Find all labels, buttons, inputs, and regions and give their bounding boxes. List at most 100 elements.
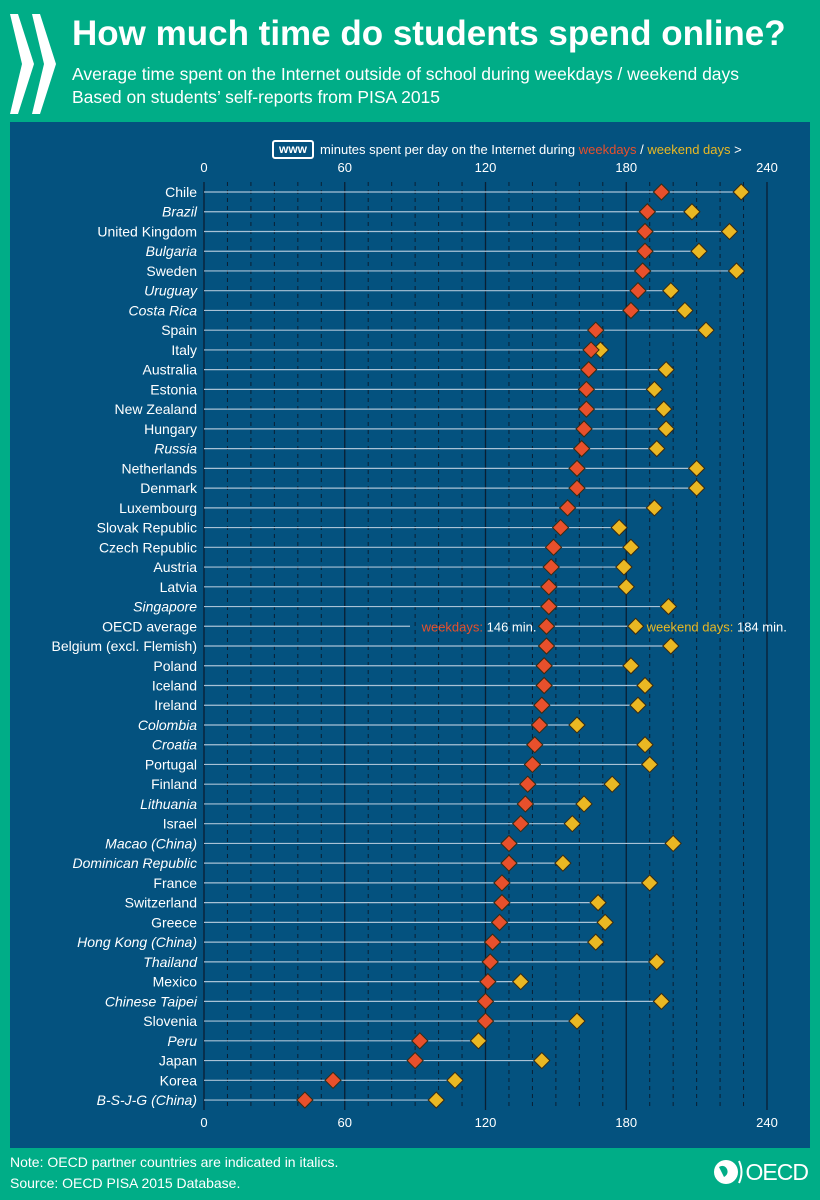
weekend-marker bbox=[596, 913, 614, 932]
weekend-marker bbox=[655, 400, 673, 418]
weekend-marker bbox=[690, 242, 708, 260]
x-tick-label-bottom: 60 bbox=[338, 1115, 352, 1130]
weekdays-marker bbox=[523, 755, 542, 774]
country-label: Japan bbox=[159, 1053, 197, 1069]
weekdays-marker bbox=[535, 657, 553, 675]
country-label: Poland bbox=[153, 658, 197, 674]
country-label: Denmark bbox=[140, 480, 198, 496]
country-label: Croatia bbox=[152, 737, 197, 753]
country-label: Israel bbox=[163, 816, 197, 832]
weekdays-marker bbox=[582, 341, 600, 359]
subtitle-source: Based on students’ self-reports from PIS… bbox=[72, 87, 441, 107]
weekend-marker bbox=[652, 992, 671, 1011]
weekend-marker bbox=[732, 183, 750, 201]
country-label: Ireland bbox=[154, 697, 197, 713]
weekdays-marker bbox=[296, 1091, 314, 1109]
country-label: Slovak Republic bbox=[97, 520, 197, 536]
weekend-marker bbox=[533, 1051, 551, 1070]
weekend-marker bbox=[645, 499, 664, 517]
country-label: Sweden bbox=[146, 263, 197, 279]
weekdays-marker bbox=[535, 676, 553, 695]
weekend-marker bbox=[622, 538, 640, 557]
weekend-marker bbox=[629, 696, 647, 714]
oecd-logo-text: OECD bbox=[745, 1158, 809, 1185]
weekend-marker bbox=[683, 203, 701, 221]
weekdays-marker bbox=[577, 380, 596, 399]
legend-sep: / bbox=[636, 142, 648, 157]
country-label: Latvia bbox=[160, 579, 198, 595]
weekdays-marker bbox=[540, 597, 558, 616]
weekend-marker bbox=[659, 597, 678, 616]
legend-text: minutes spent per day on the Internet du… bbox=[320, 142, 576, 157]
weekend-marker bbox=[662, 281, 680, 300]
weekend-marker bbox=[657, 360, 675, 379]
country-label: Spain bbox=[161, 322, 197, 338]
country-label: Switzerland bbox=[125, 895, 197, 911]
country-label: Italy bbox=[171, 342, 197, 358]
average-weekdays-label: weekdays: 146 min. bbox=[421, 619, 537, 634]
weekdays-marker bbox=[633, 262, 652, 280]
weekdays-marker bbox=[544, 538, 563, 557]
weekdays-marker bbox=[476, 1012, 495, 1030]
country-label: Luxembourg bbox=[119, 500, 197, 516]
page-title: How much time do students spend online? bbox=[72, 14, 786, 53]
weekdays-marker bbox=[577, 400, 596, 418]
country-label: New Zealand bbox=[115, 401, 198, 417]
country-label: Hong Kong (China) bbox=[77, 934, 197, 950]
country-label: Belgium (excl. Flemish) bbox=[52, 638, 197, 654]
weekdays-marker bbox=[540, 578, 558, 596]
x-tick-label-top: 0 bbox=[200, 160, 207, 175]
weekdays-marker bbox=[636, 222, 654, 241]
weekend-marker bbox=[589, 893, 607, 912]
country-label: Costa Rica bbox=[129, 302, 198, 318]
weekdays-marker bbox=[580, 360, 598, 379]
weekdays-marker bbox=[629, 281, 647, 300]
weekdays-marker bbox=[530, 716, 549, 734]
country-label: Peru bbox=[167, 1033, 197, 1049]
weekend-marker bbox=[720, 222, 739, 241]
weekend-marker bbox=[641, 755, 659, 774]
weekend-marker bbox=[648, 439, 666, 458]
weekdays-marker bbox=[406, 1051, 424, 1070]
weekend-marker bbox=[563, 814, 582, 833]
average-weekend-label: weekend days: 184 min. bbox=[646, 619, 787, 634]
country-label: OECD average bbox=[102, 618, 197, 634]
weekdays-marker bbox=[519, 775, 537, 793]
weekdays-marker bbox=[652, 183, 671, 201]
country-label: Australia bbox=[143, 362, 198, 378]
legend-weekend: weekend days bbox=[647, 142, 731, 157]
weekdays-marker bbox=[483, 933, 502, 951]
country-label: Mexico bbox=[153, 974, 198, 990]
www-badge: www bbox=[272, 140, 315, 159]
weekend-marker bbox=[687, 479, 706, 497]
weekend-marker bbox=[648, 953, 666, 971]
country-label: France bbox=[153, 875, 197, 891]
x-tick-label-bottom: 180 bbox=[615, 1115, 637, 1130]
weekend-marker bbox=[554, 854, 572, 872]
weekend-marker bbox=[587, 933, 605, 951]
weekend-marker bbox=[615, 558, 633, 576]
country-label: Korea bbox=[160, 1072, 198, 1088]
country-label: Hungary bbox=[144, 421, 197, 437]
country-label: Portugal bbox=[145, 756, 197, 772]
weekdays-marker bbox=[537, 637, 556, 655]
country-label: Finland bbox=[151, 776, 197, 792]
country-label: Chinese Taipei bbox=[105, 993, 198, 1009]
weekend-marker bbox=[636, 736, 654, 754]
weekdays-marker bbox=[533, 696, 551, 714]
weekdays-marker bbox=[526, 736, 544, 754]
country-label: Bulgaria bbox=[146, 243, 198, 259]
weekdays-marker bbox=[324, 1071, 342, 1090]
weekend-marker bbox=[697, 321, 715, 339]
footer-note: Note: OECD partner countries are indicat… bbox=[10, 1154, 339, 1170]
weekend-marker bbox=[469, 1032, 488, 1050]
weekend-marker bbox=[664, 834, 682, 853]
legend-arrow: > bbox=[730, 142, 742, 157]
weekdays-marker bbox=[558, 499, 577, 517]
country-label: Uruguay bbox=[144, 283, 198, 299]
weekend-marker bbox=[617, 578, 635, 596]
weekend-marker bbox=[662, 637, 680, 655]
weekdays-marker bbox=[511, 814, 530, 833]
globe-icon bbox=[713, 1160, 743, 1184]
